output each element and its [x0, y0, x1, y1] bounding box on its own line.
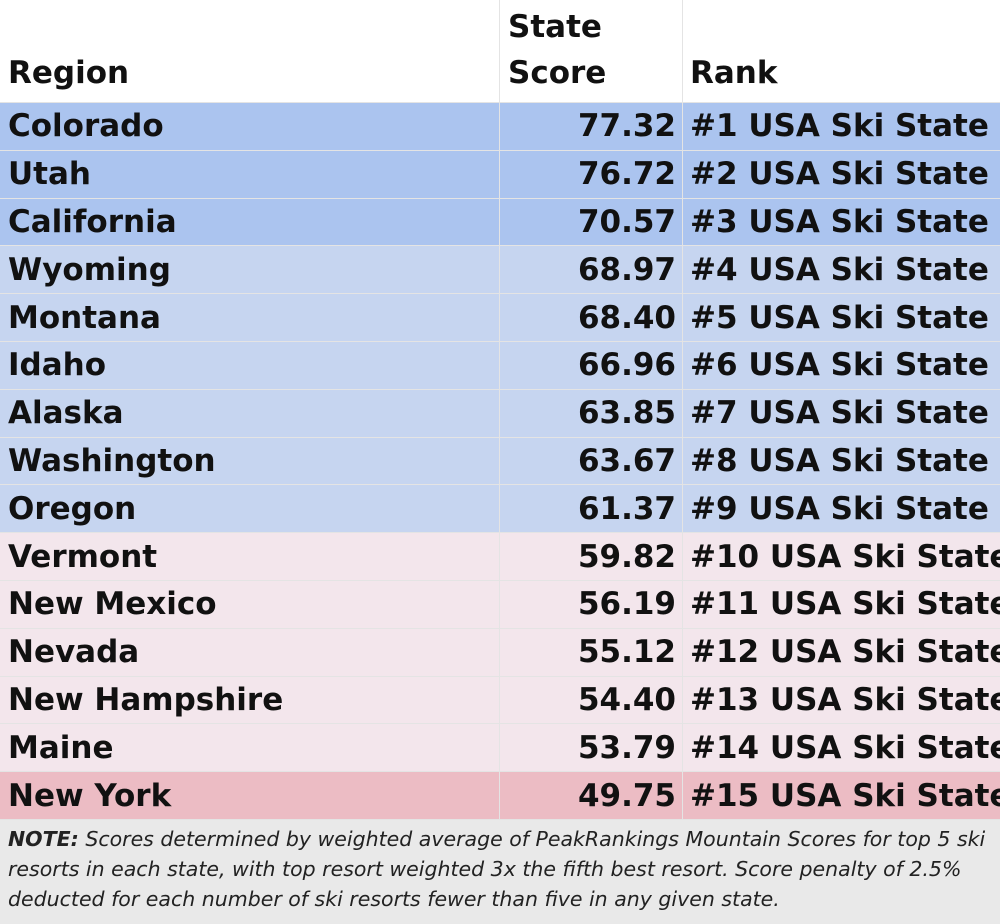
header-cell: Rank — [690, 55, 778, 91]
table-row: Alaska 63.85 #7 USA Ski State — [0, 389, 1000, 438]
table-row: Nevada 55.12 #12 USA Ski State — [0, 628, 1000, 677]
table-cell: Wyoming — [0, 246, 500, 294]
table-cell: 66.96 — [500, 341, 683, 389]
table-row: New York 49.75 #15 USA Ski State — [0, 772, 1000, 820]
table-cell: #7 USA Ski State — [690, 395, 989, 432]
table-cell: #4 USA Ski State — [690, 251, 989, 288]
table-row: Utah 76.72 #2 USA Ski State — [0, 150, 1000, 199]
table-cell: #9 USA Ski State — [690, 490, 989, 527]
table-cell: 54.40 — [500, 676, 683, 724]
table-cell: #5 USA Ski State — [690, 299, 989, 336]
table-cell: #11 USA Ski State — [690, 586, 1000, 623]
table-cell: 76.72 — [500, 150, 683, 198]
table-row: New Mexico 56.19 #11 USA Ski State — [0, 580, 1000, 629]
table-cell: #10 USA Ski State — [690, 538, 1000, 575]
table-row: Colorado 77.32 #1 USA Ski State — [0, 103, 1000, 151]
table-cell: #14 USA Ski State — [690, 729, 1000, 766]
table-cell: #13 USA Ski State — [690, 681, 1000, 718]
table-cell: #15 USA Ski State — [690, 777, 1000, 814]
table-cell: Washington — [0, 437, 500, 485]
table-cell: 77.32 — [500, 103, 683, 150]
table-cell: 68.40 — [500, 294, 683, 341]
table-cell: Oregon — [0, 485, 500, 533]
table-cell: 55.12 — [500, 628, 683, 676]
table: Region State Score Rank Colorado 77.32 #1 USA… — [0, 0, 1000, 820]
table-cell: Montana — [0, 294, 500, 341]
table-cell: New Mexico — [0, 580, 500, 628]
table-cell: #2 USA Ski State — [690, 156, 989, 193]
table-cell: 63.85 — [500, 389, 683, 437]
note-text: Scores determined by weighted average of… — [8, 827, 986, 911]
table-cell: 53.79 — [500, 724, 683, 772]
table-cell: 49.75 — [500, 772, 683, 819]
table-cell: Maine — [0, 724, 500, 772]
table-row: California 70.57 #3 USA Ski State — [0, 198, 1000, 247]
table-cell: 61.37 — [500, 485, 683, 533]
table-cell: New York — [0, 772, 500, 819]
table-cell: #12 USA Ski State — [690, 634, 1000, 671]
table-row: Idaho 66.96 #6 USA Ski State — [0, 341, 1000, 390]
table-cell: 70.57 — [500, 198, 683, 246]
table-row: Wyoming 68.97 #4 USA Ski State — [0, 246, 1000, 295]
table-row: Maine 53.79 #14 USA Ski State — [0, 724, 1000, 773]
table-row: Washington 63.67 #8 USA Ski State — [0, 437, 1000, 486]
header-cell: Region — [0, 0, 500, 102]
header-cell: State Score — [500, 0, 683, 102]
table-cell: California — [0, 198, 500, 246]
table-cell: 63.67 — [500, 437, 683, 485]
table-cell: New Hampshire — [0, 676, 500, 724]
header-row: Region State Score Rank — [0, 0, 1000, 103]
table-row: New Hampshire 54.40 #13 USA Ski State — [0, 676, 1000, 725]
table-row: Oregon 61.37 #9 USA Ski State — [0, 485, 1000, 534]
table-cell: #3 USA Ski State — [690, 203, 989, 240]
table-row: Vermont 59.82 #10 USA Ski State — [0, 533, 1000, 581]
table-cell: Utah — [0, 150, 500, 198]
note: NOTE: Scores determined by weighted aver… — [0, 820, 1000, 924]
table-row: Montana 68.40 #5 USA Ski State — [0, 294, 1000, 342]
note-label: NOTE: — [8, 827, 79, 851]
table-cell: Vermont — [0, 533, 500, 580]
table-cell: 56.19 — [500, 580, 683, 628]
table-cell: #1 USA Ski State — [690, 108, 989, 145]
table-cell: Alaska — [0, 389, 500, 437]
table-cell: 68.97 — [500, 246, 683, 294]
table-cell: Colorado — [0, 103, 500, 150]
table-cell: #6 USA Ski State — [690, 347, 989, 384]
table-cell: #8 USA Ski State — [690, 442, 989, 479]
table-cell: Nevada — [0, 628, 500, 676]
table-cell: Idaho — [0, 341, 500, 389]
table-cell: 59.82 — [500, 533, 683, 580]
